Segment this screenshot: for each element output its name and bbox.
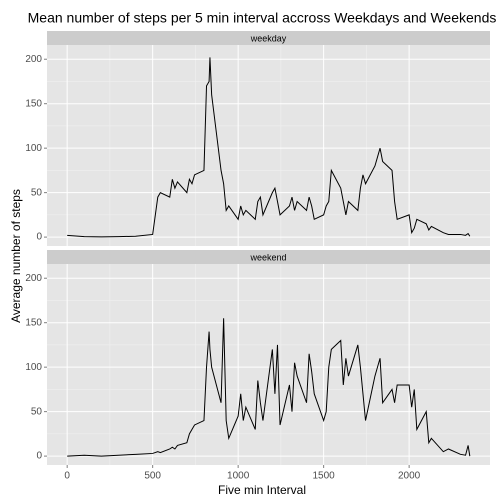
x-tick-label: 0 bbox=[64, 471, 70, 482]
y-tick-label: 150 bbox=[25, 98, 42, 109]
strip bbox=[47, 250, 490, 264]
strip-label: weekday bbox=[250, 33, 287, 43]
y-axis-label: Average number of steps bbox=[9, 189, 23, 323]
panel bbox=[47, 264, 490, 465]
x-tick-label: 2000 bbox=[398, 471, 421, 482]
y-tick-label: 100 bbox=[25, 362, 42, 373]
line bbox=[67, 318, 471, 457]
chart-title: Mean number of steps per 5 min interval … bbox=[28, 10, 497, 26]
y-tick-label: 100 bbox=[25, 143, 42, 154]
strip bbox=[47, 31, 490, 45]
panel bbox=[47, 45, 490, 246]
line bbox=[67, 57, 471, 238]
y-tick-label: 150 bbox=[25, 317, 42, 328]
strip-label: weekend bbox=[249, 252, 286, 262]
x-tick-label: 1000 bbox=[227, 471, 250, 482]
y-tick-label: 50 bbox=[31, 187, 43, 198]
y-tick-label: 50 bbox=[31, 406, 43, 417]
y-tick-label: 0 bbox=[36, 232, 42, 243]
x-tick-label: 500 bbox=[144, 471, 161, 482]
y-tick-label: 0 bbox=[36, 451, 42, 462]
y-tick-label: 200 bbox=[25, 273, 42, 284]
x-tick-label: 1500 bbox=[313, 471, 336, 482]
x-axis-label: Five min Interval bbox=[218, 483, 306, 497]
y-tick-label: 200 bbox=[25, 54, 42, 65]
